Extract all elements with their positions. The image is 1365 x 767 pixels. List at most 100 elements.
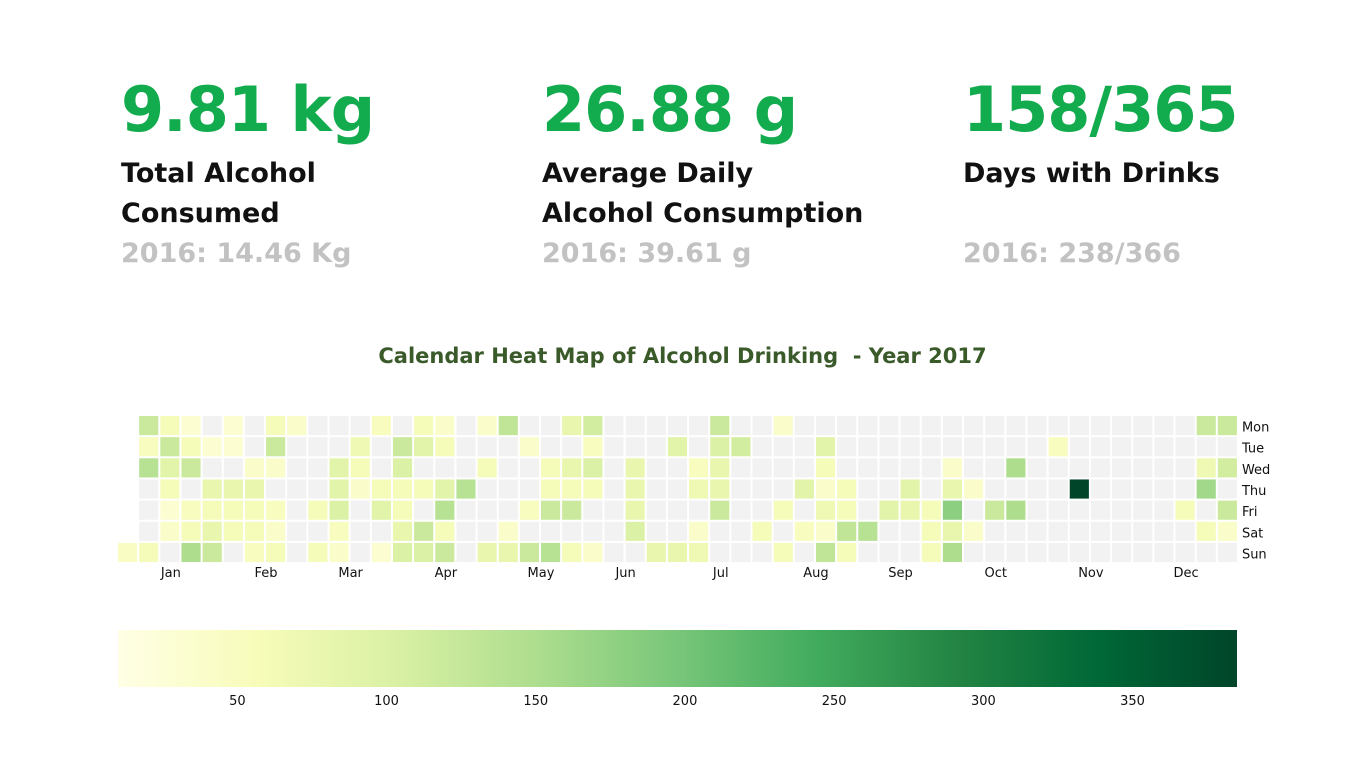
heatmap-cell [752, 521, 772, 541]
heatmap-cell [921, 521, 941, 541]
heatmap-cell [181, 479, 201, 499]
heatmap-cell [139, 437, 159, 457]
heatmap-cell [667, 458, 688, 478]
heatmap-cell [435, 500, 455, 520]
heatmap-cell [1175, 458, 1195, 478]
heatmap-cell [985, 542, 1005, 563]
heatmap-cell [1069, 437, 1089, 457]
heatmap-cell [646, 416, 666, 436]
heatmap-cell [414, 500, 434, 520]
heatmap-cell [266, 542, 286, 563]
heatmap-cell [752, 437, 772, 457]
heatmap-cell [731, 500, 751, 520]
heatmap-cell [1048, 458, 1068, 478]
heatmap-cell [392, 500, 413, 520]
heatmap-cell [541, 437, 561, 457]
heatmap-cell [667, 521, 688, 541]
heatmap-cell [181, 437, 201, 457]
stat-days-with-drinks: 158/365 Days with Drinks 2016: 238/366 [963, 70, 1363, 274]
heatmap-cell [921, 437, 941, 457]
heatmap-cell [139, 479, 159, 499]
weekday-label: Sun [1242, 547, 1267, 562]
heatmap-cell [667, 437, 688, 457]
heatmap-cell [392, 416, 413, 436]
heatmap-cell [1217, 479, 1237, 499]
stat-label: Total Alcohol Consumed [121, 154, 521, 234]
heatmap-cell [1090, 479, 1111, 499]
heatmap-cell [1196, 542, 1216, 563]
heatmap-cell [710, 437, 730, 457]
heatmap-cell [329, 437, 349, 457]
heatmap-cell [1175, 542, 1195, 563]
heatmap-cell [181, 521, 201, 541]
heatmap-cell [837, 437, 857, 457]
heatmap-cell [541, 500, 561, 520]
heatmap-cell [139, 521, 159, 541]
heatmap-cell [414, 437, 434, 457]
heatmap-cell [414, 416, 434, 436]
heatmap-cell [498, 542, 518, 563]
heatmap-cell [350, 479, 370, 499]
heatmap-cell [562, 416, 582, 436]
heatmap-cell [773, 500, 793, 520]
heatmap-cell [477, 521, 497, 541]
heatmap-cell [287, 500, 307, 520]
heatmap-cell [1133, 500, 1153, 520]
heatmap-cell [1217, 542, 1237, 563]
heatmap-cell [1048, 437, 1068, 457]
stat-previous-year: 2016: 238/366 [963, 238, 1181, 269]
heatmap-cell [223, 542, 243, 563]
heatmap-cell [1196, 458, 1216, 478]
heatmap-cell [562, 500, 582, 520]
heatmap-cell [223, 521, 243, 541]
stat-label-line: Alcohol Consumption [542, 198, 864, 229]
heatmap-cell [731, 437, 751, 457]
stat-label-line: Average Daily [542, 158, 754, 189]
heatmap-cell [583, 458, 603, 478]
heatmap-cell [773, 437, 793, 457]
heatmap-cell [477, 542, 497, 563]
stat-label-line: Consumed [121, 198, 280, 229]
heatmap-cell [710, 458, 730, 478]
heatmap-cell [477, 500, 497, 520]
weekday-label: Mon [1242, 421, 1269, 436]
heatmap-cell [752, 458, 772, 478]
colorbar-tick-label: 250 [822, 694, 847, 709]
heatmap-cell [710, 500, 730, 520]
heatmap-cell [583, 416, 603, 436]
stat-previous-year: 2016: 14.46 Kg [121, 238, 352, 269]
month-label: Mar [338, 566, 363, 581]
heatmap-cell [223, 479, 243, 499]
heatmap-cell [477, 458, 497, 478]
heatmap-cell [837, 416, 857, 436]
heatmap-cell [1006, 458, 1026, 478]
heatmap-cell [519, 500, 539, 520]
heatmap-cell [964, 500, 984, 520]
heatmap-cell [858, 458, 878, 478]
heatmap-cell [498, 479, 518, 499]
heatmap-cell [287, 416, 307, 436]
heatmap-cell [794, 416, 814, 436]
heatmap-cell [1069, 542, 1089, 563]
heatmap-cell [794, 542, 814, 563]
heatmap-cell [435, 479, 455, 499]
heatmap-cell [477, 437, 497, 457]
month-label: Jul [712, 566, 729, 581]
heatmap-cell [942, 542, 962, 563]
heatmap-cell [456, 542, 476, 563]
heatmap-cell [1112, 500, 1132, 520]
heatmap-cell [985, 500, 1005, 520]
heatmap-cell [815, 479, 836, 499]
heatmap-cell [1027, 416, 1047, 436]
heatmap-cell [266, 521, 286, 541]
heatmap-cell [287, 479, 307, 499]
heatmap-cell [837, 479, 857, 499]
heatmap-cell [350, 458, 370, 478]
heatmap-cell [1175, 416, 1195, 436]
heatmap-cell [414, 458, 434, 478]
heatmap-cell [1112, 416, 1132, 436]
colorbar-tick-label: 200 [673, 694, 698, 709]
heatmap-cell [900, 521, 920, 541]
heatmap-cell [329, 521, 349, 541]
heatmap-cell [392, 521, 413, 541]
